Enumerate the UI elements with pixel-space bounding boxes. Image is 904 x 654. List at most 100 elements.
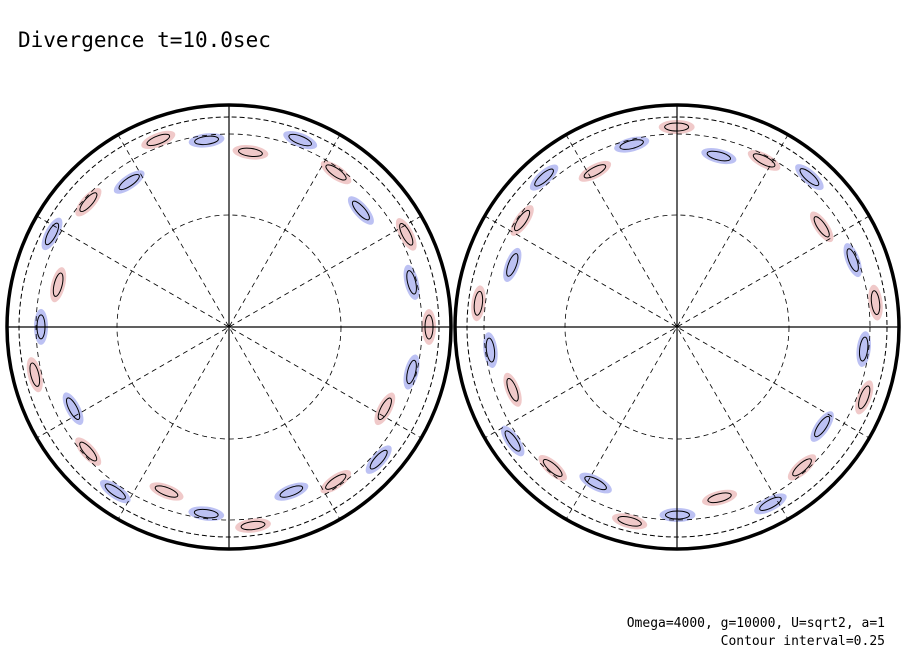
contour-line	[104, 483, 126, 500]
contour-fill	[795, 164, 824, 191]
contour-line	[583, 164, 607, 179]
contour-line	[617, 515, 642, 527]
contour-fill	[365, 445, 392, 474]
contour-line	[752, 153, 776, 168]
contour-fill	[62, 392, 84, 425]
contour-fill	[787, 454, 817, 481]
contour-fill	[395, 218, 417, 251]
map-boundary	[453, 103, 901, 551]
contour-line	[799, 168, 820, 187]
contour-fill	[702, 489, 738, 506]
contour-fill	[754, 493, 787, 515]
contour-fill	[320, 470, 352, 494]
contour-line	[118, 173, 140, 191]
hemisphere	[453, 103, 901, 551]
contour-fill	[503, 372, 522, 407]
meridian	[565, 134, 789, 520]
contour-fill	[810, 411, 834, 442]
contour-line	[193, 508, 219, 519]
meridian	[36, 215, 422, 439]
meridian	[117, 134, 341, 520]
contour-fill	[141, 130, 176, 150]
contour-fill	[614, 136, 650, 153]
contour-fill	[701, 148, 737, 165]
contour-fill	[283, 130, 318, 150]
contour-line	[619, 139, 644, 150]
contour-line	[584, 475, 607, 491]
meridian	[117, 134, 341, 520]
contour-line	[351, 200, 370, 221]
contour-fill	[529, 164, 559, 191]
contour-fill	[320, 160, 352, 185]
contour-line	[506, 377, 519, 402]
contour-fill	[347, 196, 374, 225]
contour-line	[369, 449, 388, 470]
contour-fill	[809, 211, 834, 243]
contour-line	[65, 397, 81, 420]
contour-fill	[75, 187, 102, 217]
contour-line	[399, 223, 414, 246]
contour-fill	[75, 437, 102, 466]
contour-fill	[26, 357, 43, 393]
contour-line	[194, 135, 220, 146]
contour-line	[542, 459, 563, 478]
contour-fill	[510, 205, 534, 236]
contour-fill	[403, 264, 420, 300]
contour-fill	[99, 479, 131, 504]
contour-line	[473, 290, 484, 316]
contour-fill	[579, 472, 612, 494]
contour-fill	[747, 150, 781, 171]
contour-fill	[274, 482, 309, 501]
contour-line	[44, 222, 60, 246]
contour-line	[146, 133, 171, 147]
contour-line	[792, 458, 812, 477]
contour-line	[485, 337, 496, 363]
contour-line	[238, 147, 263, 158]
maps	[5, 103, 901, 551]
hemisphere	[5, 103, 453, 551]
contour-line	[154, 485, 179, 498]
contour-fill	[855, 380, 874, 415]
contour-line	[29, 362, 41, 387]
contour-line	[240, 520, 266, 531]
contour-line	[858, 336, 869, 362]
contour-line	[406, 270, 417, 295]
contour-fill	[403, 354, 420, 390]
contour-line	[504, 430, 521, 452]
contour-line	[870, 290, 881, 316]
contour-fill	[843, 243, 862, 278]
contour-line	[506, 253, 519, 277]
contour-line	[813, 216, 830, 238]
contour-line	[79, 192, 98, 213]
annotation: Contour interval=0.25	[721, 634, 885, 649]
contour-fill	[149, 482, 184, 501]
contour-line	[325, 164, 347, 181]
contour-line	[707, 492, 732, 504]
contour-line	[534, 168, 554, 187]
contour-line	[377, 397, 392, 421]
contour-fill	[374, 392, 396, 426]
contour-line	[406, 359, 417, 385]
contour-line	[52, 272, 64, 297]
meridian	[484, 215, 870, 439]
meridian	[484, 215, 870, 439]
contour-fill	[50, 267, 67, 303]
annotation: Omega=4000, g=10000, U=sqrt2, a=1	[627, 616, 885, 631]
contour-line	[79, 441, 98, 462]
contour-line	[279, 485, 304, 498]
contour-fill	[612, 513, 648, 530]
contour-line	[288, 133, 312, 147]
contour-line	[846, 248, 859, 272]
contour-line	[514, 209, 531, 232]
contour-line	[814, 415, 831, 438]
contour-fill	[500, 425, 525, 457]
meridian	[36, 215, 422, 439]
meridian	[565, 134, 789, 520]
contour-line	[759, 496, 782, 511]
contour-fill	[503, 247, 522, 282]
contour-fill	[113, 170, 145, 194]
map-boundary	[5, 103, 453, 551]
chart-title: Divergence t=10.0sec	[18, 28, 271, 52]
contour-fill	[538, 455, 567, 482]
